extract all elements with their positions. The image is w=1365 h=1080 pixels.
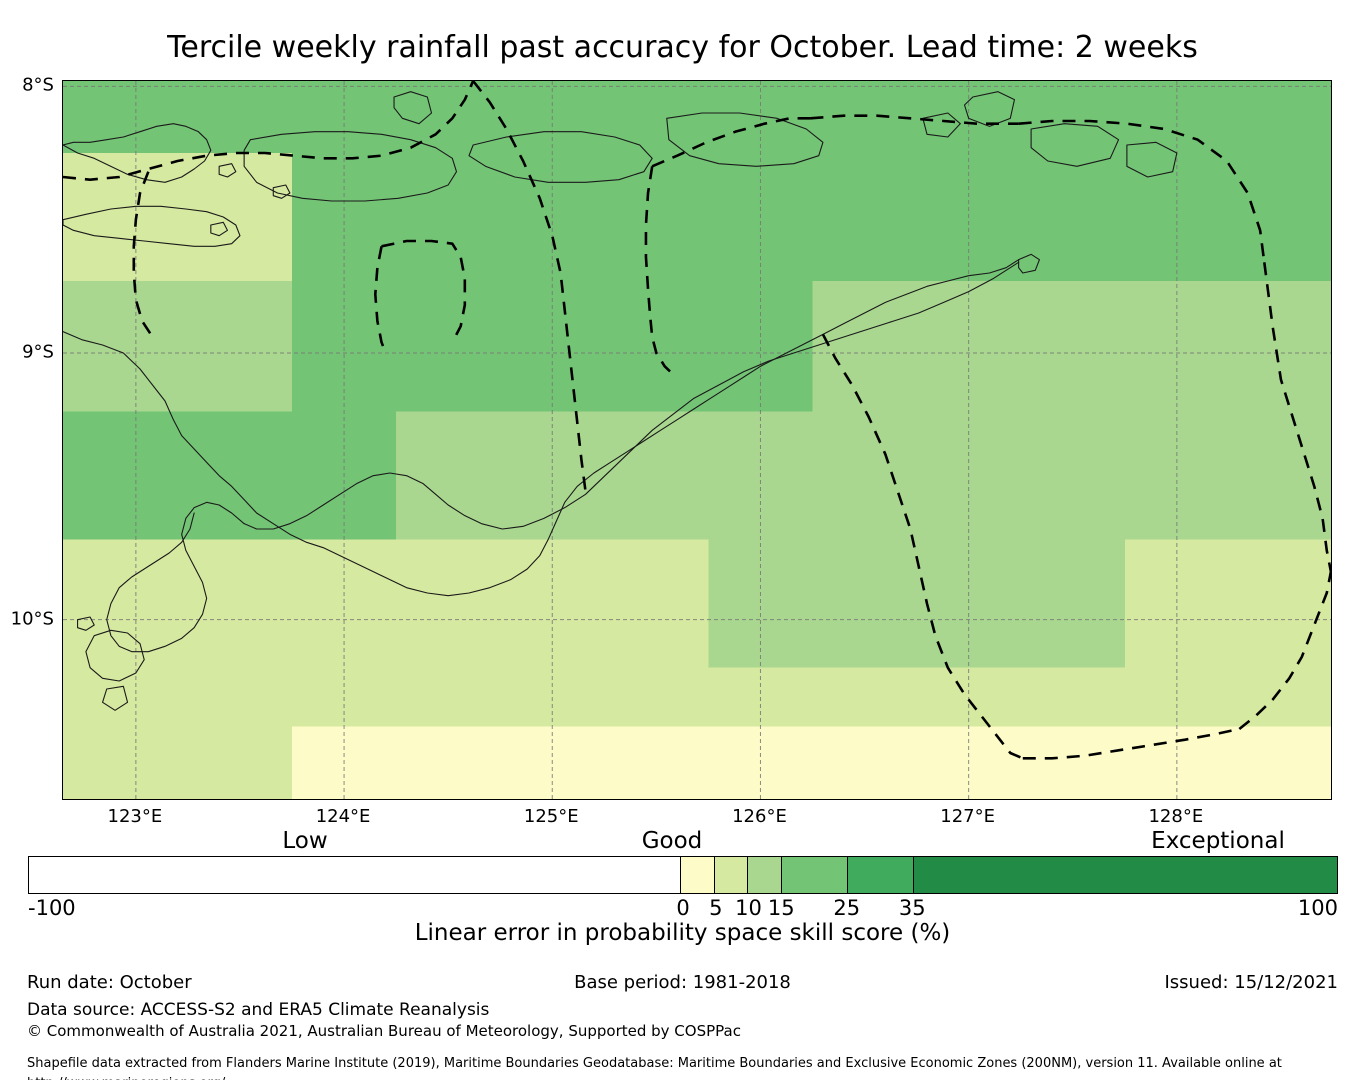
heatmap-cell [1228,726,1331,799]
coastline-timor-north [63,259,1020,597]
colorbar-segment [713,857,748,893]
heatmap-cell [292,153,1331,281]
coastline-islet-sw-a [77,616,95,631]
colorbar-quality-label: Good [641,828,703,854]
coastline-adonara-lembata [63,205,241,247]
eez-boundary-placeholder [472,81,587,492]
coastline-timor-east-tip [1018,253,1040,274]
coastline-layer [63,91,1178,711]
colorbar-tick-label: 35 [898,896,926,920]
issued-date-text: Issued: 15/12/2021 [1164,972,1338,993]
colorbar-segment [780,857,847,893]
colorbar-tick-label: 15 [767,896,795,920]
y-tick-label: 10°S [10,608,54,630]
coastline-islet-north-b [963,91,1016,127]
colorbar-segment [747,857,781,893]
eez-boundary-central-north [644,166,674,376]
heatmap-cell [812,411,1331,540]
colorbar-tick-label: 5 [709,896,723,920]
heatmap-cell [63,726,293,799]
heatmap-cell [63,153,293,281]
data-source-text: Data source: ACCESS-S2 and ERA5 Climate … [27,1000,490,1020]
heatmap-cells-layer [63,81,1331,799]
colorbar-segment [29,857,680,893]
base-period-text: Base period: 1981-2018 [574,972,791,993]
map-canvas [63,81,1331,799]
coastline-islet-sw-b [102,685,129,711]
eez-boundary-layer [63,81,1331,760]
x-tick-label: 128°E [1148,806,1204,827]
coastline-islet-north-e [922,112,961,138]
heatmap-cell [63,411,397,540]
coastline-islet-north-a [393,91,433,125]
coastline-islet-small-c [210,221,229,237]
coastline-timor-southwest [106,501,245,653]
eez-boundary-enclave-top [381,239,467,343]
heatmap-cell [812,281,1331,412]
coastline-alor-pantar [243,131,458,202]
colorbar-quality-labels: Low Good Exceptional [0,828,1365,856]
coastline-wetar-east [666,112,824,167]
x-tick-label: 125°E [523,806,579,827]
x-tick-label: 124°E [315,806,371,827]
graticule-layer [63,81,1331,799]
x-tick-label: 126°E [732,806,787,827]
colorbar [28,856,1338,894]
coastline-islet-small-b [272,184,291,199]
heatmap-cell [63,539,709,668]
y-tick-label: 9°S [22,341,54,363]
coastline-islet-small-a [218,163,237,178]
y-tick-label: 8°S [22,74,54,96]
run-date-text: Run date: October [27,972,192,993]
copyright-text: © Commonwealth of Australia 2021, Austra… [27,1022,741,1040]
colorbar-segment [846,857,913,893]
colorbar-segment [680,857,714,893]
colorbar-tick-label: -100 [28,896,76,920]
colorbar-tick-label: 0 [676,896,690,920]
eez-boundary-north [63,81,475,181]
eez-boundary-east-upper [1263,262,1331,572]
shapefile-credit-line-1: Shapefile data extracted from Flanders M… [27,1056,1282,1071]
coastline-flores-east [63,123,212,183]
shapefile-credit-line-2: http://www.marineregions.org/. [27,1076,229,1080]
heatmap-cell [1124,539,1331,668]
heatmap-cell [63,81,1331,153]
colorbar-quality-label: Exceptional [1151,828,1285,854]
eez-boundary-west-spur [132,171,154,338]
colorbar-tick-label: 25 [833,896,861,920]
colorbar-segment [912,857,1337,893]
map-panel [62,80,1332,800]
coastline-islet-north-d [1126,141,1178,178]
coastline-islet-north-c [1030,123,1120,167]
eez-boundary-south-west-arc [821,333,1024,760]
colorbar-tick-label: 10 [735,896,762,920]
heatmap-cell [63,667,1331,727]
x-tick-label: 127°E [940,806,996,827]
eez-boundary-south-bottom [1022,727,1240,760]
eez-boundary-north-top [810,114,1019,125]
x-tick-label: 123°E [107,806,163,827]
eez-boundary-enclave-left [374,246,387,354]
eez-boundary-northeast-arc [1018,119,1266,263]
eez-boundary-north-link [651,117,811,168]
colorbar-tick-label: 100 [1297,896,1338,920]
coastline-rote [85,629,145,682]
coastline-timor-south [243,261,1020,530]
colorbar-quality-label: Low [282,828,328,854]
page-title: Tercile weekly rainfall past accuracy fo… [167,30,1198,65]
colorbar-axis-label: Linear error in probability space skill … [414,920,951,946]
coastline-wetar-west [468,131,653,183]
heatmap-cell [63,281,293,412]
eez-boundary-south-east-arc [1238,571,1331,731]
